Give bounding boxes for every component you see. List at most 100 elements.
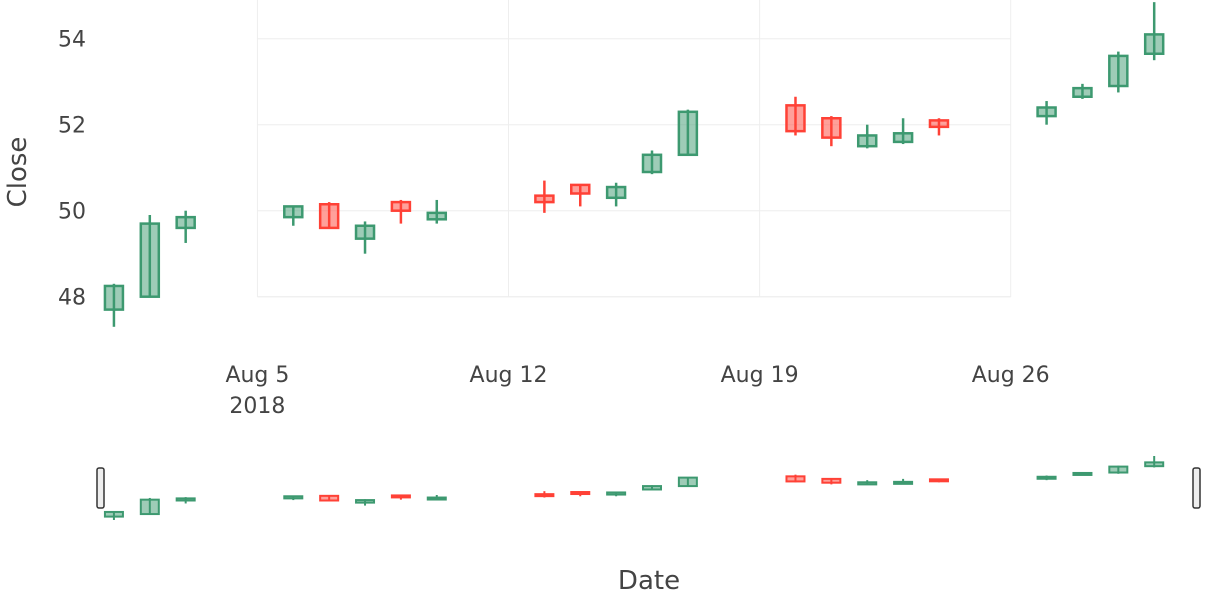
x-tick-label: Aug 5 (225, 363, 289, 388)
candle-body (928, 119, 950, 129)
slider-candle-body (928, 478, 949, 483)
candle-body (677, 110, 699, 157)
candle-body (1072, 86, 1093, 99)
grid (256, 0, 1012, 298)
slider-candle-body (606, 491, 627, 496)
slider-candle-body (139, 498, 160, 516)
slider-candle (319, 494, 340, 502)
candle-body (354, 224, 376, 240)
candle-body (103, 284, 125, 311)
slider-candle (893, 478, 914, 485)
candle-body (318, 203, 340, 230)
candle (605, 182, 627, 207)
candle-body (283, 205, 304, 219)
slider-candle-body (283, 495, 304, 500)
slider-candle (103, 510, 124, 520)
x-tick-sublabel: 2018 (229, 394, 285, 419)
slider-candle-body (821, 477, 842, 484)
candle-body (426, 211, 448, 221)
slider-candle (642, 485, 662, 491)
y-tick-label: 50 (58, 200, 86, 225)
x-axis-title: Date (618, 566, 680, 596)
slider-candle-body (175, 497, 196, 502)
candle-body (175, 215, 196, 230)
slider-candle (390, 494, 411, 500)
y-tick-label: 48 (58, 286, 86, 311)
candle (856, 124, 878, 149)
y-tick-label: 54 (58, 28, 86, 53)
slider-candle-body (1072, 471, 1093, 476)
slider-candle-body (390, 494, 411, 499)
x-axis-ticks: Aug 5 2018 Aug 12 Aug 19 Aug 26 (225, 363, 1049, 419)
slider-candle-body (1036, 475, 1057, 480)
candle (283, 205, 304, 226)
slider-candle (677, 476, 698, 488)
candle (1143, 2, 1165, 61)
slider-candle (785, 474, 806, 483)
slider-candle-body (534, 493, 555, 498)
candle (570, 183, 591, 207)
candle-body (641, 153, 663, 174)
candle-body (534, 194, 555, 204)
range-slider[interactable] (96, 456, 1201, 520)
slider-candle-body (103, 510, 124, 518)
candle-body (1108, 54, 1129, 88)
candle-body (856, 134, 878, 148)
candle (103, 283, 125, 327)
slider-candle-body (355, 499, 376, 504)
slider-candle (606, 491, 627, 497)
candle (390, 199, 412, 224)
slider-candle (1036, 475, 1057, 481)
slider-candle-body (677, 476, 698, 488)
range-slider-right-handle[interactable] (1192, 467, 1201, 509)
slider-candle-body (570, 491, 591, 496)
slider-candle (821, 477, 842, 485)
candle-body (821, 117, 842, 139)
candle-body (892, 132, 914, 144)
slider-candle-body (426, 496, 447, 501)
slider-candle-body (1108, 465, 1129, 474)
y-axis-ticks: 48 50 52 54 (58, 28, 86, 311)
y-axis-title: Close (3, 137, 33, 208)
y-tick-label: 52 (58, 114, 86, 139)
candle (892, 118, 914, 145)
candles (103, 2, 1165, 327)
candle-body (139, 222, 161, 298)
candle (1108, 51, 1129, 93)
candle (641, 150, 663, 175)
candle-body (390, 200, 412, 212)
slider-candle (283, 495, 304, 501)
candle-body (1036, 106, 1057, 118)
slider-candle (1072, 471, 1093, 476)
range-slider-left-handle[interactable] (96, 467, 105, 509)
candle (139, 215, 161, 298)
slider-candle-body (319, 494, 340, 502)
candle (785, 96, 806, 136)
candle (928, 118, 950, 136)
candle (534, 180, 555, 213)
slider-candle (1144, 456, 1165, 468)
candle (1036, 101, 1057, 125)
slider-candle (355, 499, 376, 506)
slider-candle-body (1144, 461, 1165, 468)
candle-body (1143, 33, 1165, 56)
candle (821, 116, 842, 147)
slider-candle (928, 478, 949, 483)
x-tick-label: Aug 26 (972, 363, 1050, 388)
candle-body (605, 185, 627, 200)
candle (677, 109, 699, 157)
slider-candle (1108, 465, 1129, 474)
candle (318, 202, 340, 230)
candle (1072, 83, 1093, 99)
candle (426, 199, 448, 224)
candle-body (785, 104, 806, 133)
slider-candle (534, 491, 555, 498)
slider-candle (570, 491, 591, 497)
slider-candle (426, 494, 447, 501)
x-tick-label: Aug 19 (721, 363, 799, 388)
slider-candle-body (785, 475, 806, 483)
candle (354, 221, 376, 254)
slider-candle (857, 480, 878, 486)
